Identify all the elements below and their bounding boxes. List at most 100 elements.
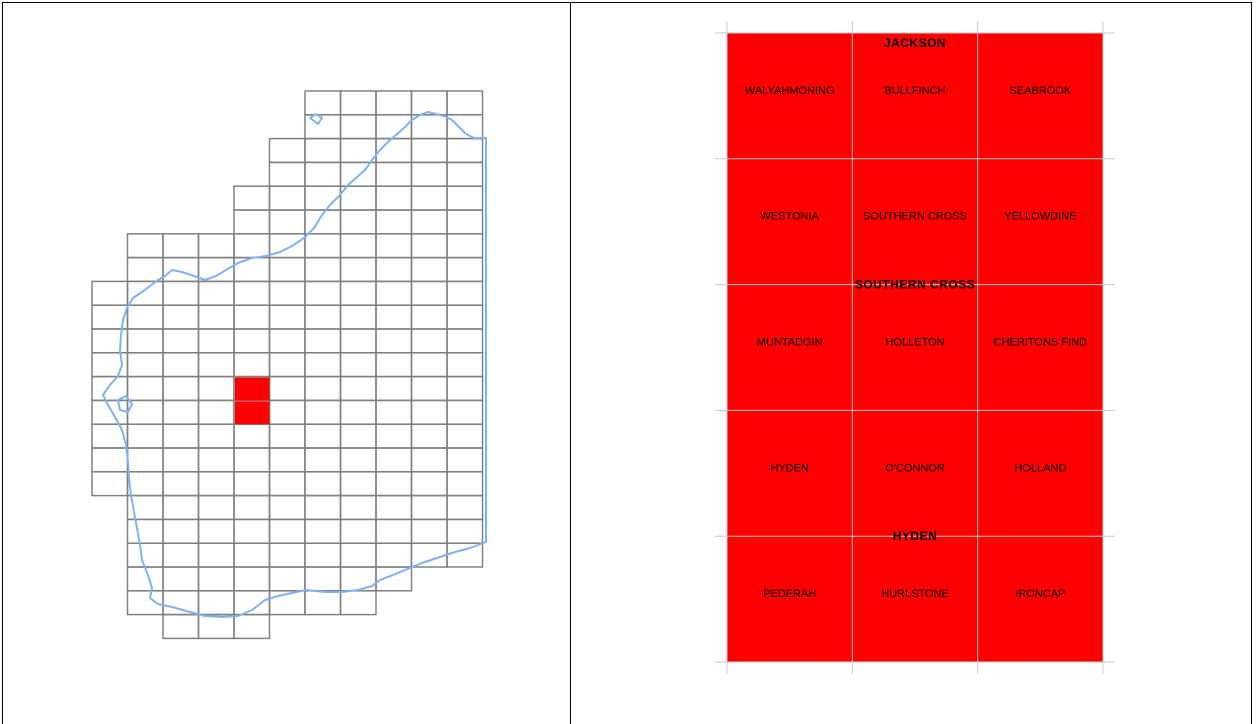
overview-grid-cell [410,233,448,259]
overview-grid-cell [375,328,413,354]
overview-grid-cell [339,375,377,402]
overview-grid-cell [446,280,484,306]
overview-grid-cell [339,233,377,259]
overview-grid-cell [268,304,306,330]
overview-grid-cell [268,518,306,544]
overview-grid-cell [197,280,235,306]
overview-grid-cell [268,423,306,449]
overview-grid-cell [91,447,129,473]
overview-grid-cell [162,352,200,378]
overview-grid-cell [410,471,448,497]
tile-label: PEDERAH [763,588,816,600]
overview-grid-cell [162,494,200,521]
overview-grid-cell [410,423,448,449]
overview-grid-cell [233,280,271,306]
overview-grid-cell [162,399,200,425]
overview-grid-cell [446,518,484,544]
overview-grid-cell [197,542,235,568]
overview-grid-cell [268,209,306,235]
sheet-map: WALYAHMONING BULLFINCH SEABROOK WESTONIA SOU… [715,21,1115,674]
overview-grid-cell [339,137,377,164]
overview-grid-cell [375,471,413,497]
overview-grid-cell [339,590,377,616]
overview-grid-cell [126,542,164,568]
overview-grid-cell [197,423,235,449]
overview-grid-cell [339,352,377,378]
overview-grid-cell [233,494,271,521]
overview-grid-cell [410,447,448,473]
overview-grid-cell [375,256,413,283]
overview-grid-cell [339,399,377,425]
overview-grid-cell [233,447,271,473]
overview-grid-cell [304,590,342,616]
tile-label: IRONCAP [1015,588,1065,600]
overview-grid-cell [375,185,413,211]
overview-grid-cell [197,494,235,521]
overview-grid-cell [126,423,164,449]
overview-grid-cell [162,280,200,306]
overview-grid-cell [446,399,484,425]
overview-grid-cell [126,233,164,259]
overview-grid-cell [375,90,413,116]
overview-grid-cell [410,161,448,187]
overview-grid-cell [197,518,235,544]
overview-highlight [235,377,270,425]
overview-grid-cell [446,304,484,330]
overview-highlight-cell [235,377,270,401]
overview-grid-cell [126,280,164,306]
overview-grid-cell [268,161,306,187]
overview-grid-cell [233,613,271,640]
overview-grid-cell [304,137,342,164]
overview-grid-cell [446,114,484,140]
overview-grid-cell [91,399,129,425]
overview-grid-cell [197,375,235,402]
overview-grid-cell [410,137,448,164]
overview-grid-cell [446,471,484,497]
overview-grid-cell [304,233,342,259]
overview-grid-cell [268,494,306,521]
overview-grid [91,90,484,640]
tile-label: SEABROOK [1009,85,1071,97]
overview-grid-cell [446,542,484,568]
overview-grid-cell [446,233,484,259]
overview-grid-cell [197,352,235,378]
sheet-labels: JACKSON SOUTHERN CROSS HYDEN [855,36,975,543]
overview-grid-cell [339,542,377,568]
sheet-fill-area [727,33,1103,662]
overview-grid-cell [446,328,484,354]
sheet-label: SOUTHERN CROSS [855,278,975,292]
overview-grid-cell [304,542,342,568]
overview-grid-cell [304,352,342,378]
tile-label: CHERITONS FIND [994,337,1087,349]
overview-grid-cell [410,542,448,568]
sheet-label: JACKSON [884,36,946,50]
tile-label: MUNTADGIN [757,337,823,349]
overview-grid-cell [126,352,164,378]
overview-grid-cell [304,256,342,283]
overview-grid-cell [446,161,484,187]
overview-grid-cell [268,185,306,211]
overview-grid-cell [304,90,342,116]
overview-grid-cell [304,423,342,449]
overview-grid-cell [304,328,342,354]
overview-grid-cell [375,352,413,378]
overview-grid-cell [304,494,342,521]
overview-grid-cell [197,447,235,473]
overview-grid-cell [410,209,448,235]
overview-grid-cell [446,185,484,211]
sheet-fill [727,33,1103,662]
overview-grid-cell [375,137,413,164]
overview-grid-cell [339,161,377,187]
overview-grid-cell [304,399,342,425]
overview-grid-cell [126,256,164,283]
overview-grid-cell [91,471,129,497]
overview-grid-cell [268,566,306,592]
overview-grid-cell [268,137,306,164]
overview-map [91,90,487,640]
overview-grid-cell [162,590,200,616]
overview-grid-cell [339,90,377,116]
overview-grid-cell [126,471,164,497]
overview-grid-cell [304,566,342,592]
overview-grid-cell [410,375,448,402]
overview-grid-cell [410,399,448,425]
